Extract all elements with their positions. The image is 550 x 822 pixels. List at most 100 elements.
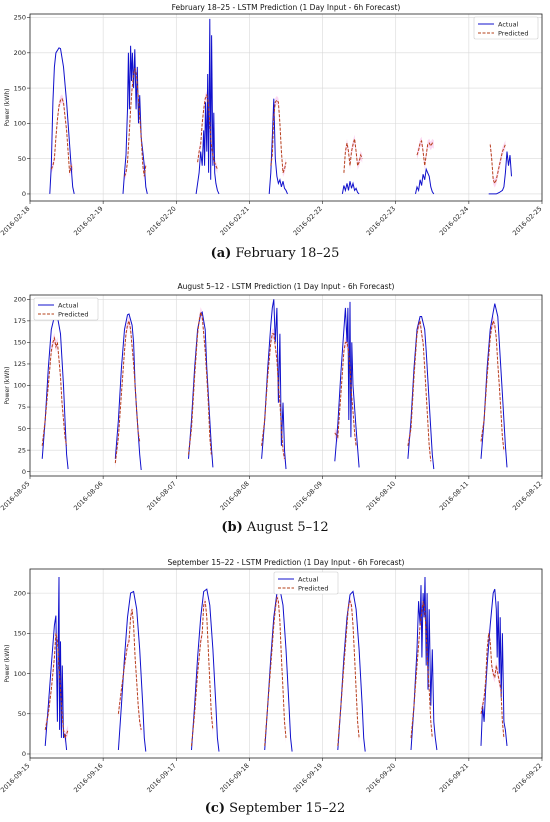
caption-a-text: February 18–25	[235, 246, 340, 261]
x-tick-label: 2016-09-16	[72, 762, 104, 794]
chart-august: August 5–12 - LSTM Prediction (1 Day Inp…	[0, 282, 543, 512]
caption-c-text: September 15–22	[229, 801, 346, 816]
series-actual-line	[337, 590, 366, 752]
series-predicted-line	[41, 336, 68, 446]
y-axis-label: Power (kWh)	[4, 89, 11, 127]
caption-b-text: August 5–12	[246, 520, 329, 535]
x-tick-label: 2016-02-21	[218, 205, 250, 237]
y-axis-label: Power (kWh)	[4, 367, 11, 405]
x-tick-label: 2016-09-22	[511, 762, 543, 794]
prediction-band	[343, 134, 363, 177]
series-predicted-line	[410, 601, 433, 738]
series-actual-line	[488, 151, 512, 195]
x-tick-label: 2016-02-24	[438, 205, 470, 237]
series-actual-line	[188, 311, 214, 468]
x-tick-label: 2016-08-09	[292, 480, 324, 512]
legend-label-predicted: Predicted	[298, 584, 329, 592]
legend-label-actual: Actual	[58, 301, 79, 309]
x-tick-label: 2016-08-06	[72, 480, 104, 512]
grid	[29, 569, 543, 758]
x-tick-label: 2016-02-25	[511, 205, 543, 237]
y-tick-label: 100	[14, 670, 26, 678]
y-tick-label: 0	[22, 190, 26, 198]
x-tick-label: 2016-09-20	[365, 762, 397, 794]
prediction-band	[264, 592, 286, 751]
y-tick-label: 50	[18, 425, 26, 433]
series-predicted-line	[114, 318, 141, 464]
y-tick-label: 200	[14, 49, 26, 57]
y-tick-label: 100	[14, 120, 26, 128]
y-tick-label: 50	[18, 710, 26, 718]
chart-september: September 15–22 - LSTM Prediction (1 Day…	[0, 558, 543, 794]
series-predicted-line	[334, 341, 357, 446]
prediction-band	[334, 337, 357, 451]
grid	[29, 295, 543, 476]
series-actual-line	[191, 588, 220, 752]
series-predicted-line	[480, 319, 505, 451]
y-tick-label: 125	[14, 360, 26, 368]
series-predicted-line	[489, 144, 506, 185]
caption-b-letter: (b)	[221, 520, 243, 535]
x-tick-label: 2016-08-05	[0, 480, 31, 512]
series-actual-line	[114, 313, 142, 471]
x-tick-label: 2016-09-19	[292, 762, 324, 794]
series-predicted-line	[50, 97, 74, 173]
series-actual-line	[334, 301, 360, 468]
series-predicted-line	[407, 320, 432, 462]
plot-frame	[29, 13, 543, 202]
legend-label-predicted: Predicted	[498, 29, 529, 37]
series-predicted-line	[191, 601, 214, 746]
prediction-band	[481, 628, 504, 743]
grid	[29, 14, 543, 201]
series-predicted-line	[264, 596, 287, 746]
series-predicted-line	[124, 68, 147, 177]
prediction-band	[417, 136, 434, 170]
prediction-band	[118, 604, 142, 735]
legend-label-actual: Actual	[498, 20, 519, 28]
chart-panel-february: February 18–25 - LSTM Prediction (1 Day …	[0, 0, 550, 270]
caption-c-letter: (c)	[204, 801, 225, 816]
caption-a-letter: (a)	[210, 246, 232, 261]
y-tick-label: 0	[22, 468, 26, 476]
caption-c: (c) September 15–22	[0, 801, 550, 816]
y-tick-label: 150	[14, 84, 26, 92]
series-actual-line	[261, 299, 287, 470]
plot-frame	[29, 568, 543, 759]
prediction-band	[42, 332, 67, 451]
series-predicted-line	[337, 599, 360, 746]
prediction-band	[270, 95, 286, 177]
series-predicted-line	[343, 138, 363, 173]
x-tick-label: 2016-08-07	[145, 480, 177, 512]
y-tick-label: 250	[14, 14, 26, 22]
series-actual-line	[410, 576, 438, 751]
prediction-band	[191, 596, 213, 751]
prediction-band	[490, 140, 506, 188]
series-actual-line	[480, 588, 508, 746]
y-tick-label: 100	[14, 382, 26, 390]
chart-title: September 15–22 - LSTM Prediction (1 Day…	[168, 558, 405, 567]
chart-panel-september: September 15–22 - LSTM Prediction (1 Day…	[0, 553, 550, 822]
legend-label-actual: Actual	[298, 575, 319, 583]
series-predicted-line	[480, 633, 505, 738]
x-tick-label: 2016-09-17	[145, 762, 177, 794]
x-tick-label: 2016-02-22	[292, 205, 324, 237]
chart-title: February 18–25 - LSTM Prediction (1 Day …	[172, 3, 401, 12]
y-tick-label: 50	[18, 155, 26, 163]
series-actual-line	[117, 590, 147, 752]
x-tick-label: 2016-02-23	[365, 205, 397, 237]
x-tick-label: 2016-08-08	[218, 480, 250, 512]
series-actual-line	[341, 181, 360, 195]
y-tick-label: 150	[14, 630, 26, 638]
legend-label-predicted: Predicted	[58, 310, 89, 318]
caption-a: (a) February 18–25	[0, 246, 550, 261]
x-tick-label: 2016-09-18	[218, 762, 250, 794]
x-tick-label: 2016-08-10	[365, 480, 397, 512]
y-tick-label: 150	[14, 339, 26, 347]
series-predicted-line	[44, 633, 69, 740]
series-predicted-line	[117, 609, 142, 730]
prediction-band	[51, 94, 73, 177]
series-actual-line	[122, 45, 148, 195]
